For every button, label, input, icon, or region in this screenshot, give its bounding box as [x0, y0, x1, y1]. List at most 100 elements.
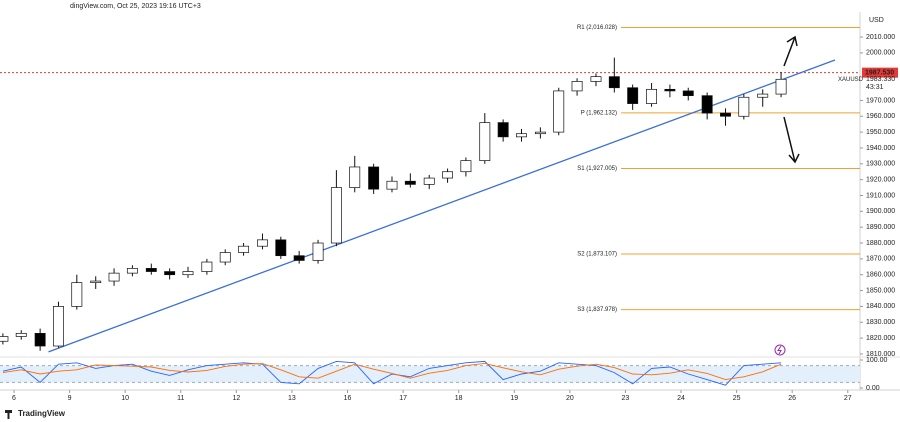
y-tick-label: 1950.000 [866, 129, 895, 136]
arrow-down-head [788, 153, 800, 164]
candle-body [164, 271, 176, 276]
candle-body [238, 245, 250, 253]
y-tick-label: 1910.000 [866, 192, 895, 199]
y-tick-label: 2000.000 [866, 50, 895, 57]
x-tick-label: 25 [733, 395, 741, 402]
candle-body [368, 166, 380, 190]
y-tick-label: 1960.000 [866, 113, 895, 120]
candle-body [646, 88, 658, 104]
candle-body [590, 76, 602, 82]
candle-body [90, 280, 102, 283]
x-tick-label: 18 [455, 395, 463, 402]
y-tick-label: 2010.000 [866, 34, 895, 41]
y-tick-label: 1890.000 [866, 224, 895, 231]
alert-price-box [862, 67, 898, 78]
alert-price-label: 1987.530 [865, 69, 894, 76]
y-tick-label: 1840.000 [866, 303, 895, 310]
candle-body [15, 332, 27, 337]
arrows [783, 35, 800, 164]
candle-body [257, 239, 268, 247]
y-tick-label: 1870.000 [866, 256, 895, 263]
arrow-up-head [786, 35, 798, 47]
event-icon[interactable] [774, 344, 786, 356]
candle-body [145, 268, 157, 272]
candle-body [571, 81, 583, 92]
header: dingView.com, Oct 25, 2023 19:16 UTC+3 [70, 3, 201, 10]
x-tick-label: 27 [844, 395, 852, 402]
candle-body [182, 271, 194, 276]
x-tick-label: 24 [677, 395, 685, 402]
x-tick-label: 10 [121, 395, 129, 402]
candle-body [349, 166, 361, 188]
candle-body [423, 177, 435, 185]
candle-body [775, 78, 787, 95]
arrow-up [783, 36, 796, 67]
y-tick-label: 1970.000 [866, 97, 895, 104]
last-price-label: 1983.330 [866, 76, 895, 83]
candle-body [312, 242, 324, 261]
x-tick-label: 12 [232, 395, 240, 402]
y-tick-label: 1940.000 [866, 145, 895, 152]
candle-body [479, 122, 491, 161]
candle-body [201, 261, 213, 272]
candle-body [608, 76, 620, 89]
candle-body [497, 122, 509, 138]
candle-body [34, 332, 46, 347]
x-tick-label: 23 [622, 395, 630, 402]
x-tick-label: 13 [288, 395, 296, 402]
osc-tick-label: 100.00 [866, 357, 888, 364]
candle-body [126, 268, 138, 274]
candle-body [720, 112, 731, 117]
candle-body [516, 133, 527, 138]
candle-body [460, 160, 472, 173]
candle-body [534, 131, 546, 135]
x-tick-label: 17 [399, 395, 407, 402]
osc-tick-label: 0.00 [866, 385, 880, 392]
x-tick-label: 19 [510, 395, 518, 402]
candle-body [757, 93, 769, 98]
x-tick-label: 11 [177, 395, 184, 402]
pivot-label: P (1,962.132) [581, 110, 617, 116]
candle-body [442, 171, 454, 179]
pivot-label: R1 (2,016.028) [577, 25, 617, 31]
x-tick-label: 9 [68, 395, 72, 402]
x-tick-label: 16 [344, 395, 352, 402]
candle-body [53, 306, 64, 347]
y-tick-label: 1830.000 [866, 319, 895, 326]
oscillator-line [2, 362, 782, 381]
pivot-label: S1 (1,927.005) [577, 166, 617, 172]
candle-body [553, 90, 565, 133]
y-tick-label: 1880.000 [866, 240, 895, 247]
pivot-label: S3 (1,837.978) [577, 307, 617, 313]
candle-body [330, 187, 342, 244]
y-tick-label: 1860.000 [866, 272, 895, 279]
candle-body [682, 90, 694, 97]
x-tick-label: 6 [12, 395, 16, 402]
candle-body [71, 282, 83, 307]
candle-body [664, 88, 676, 92]
candle-body [404, 180, 416, 185]
candle-body [738, 96, 750, 117]
brand: TradingView [18, 409, 66, 418]
countdown: 43:31 [866, 84, 884, 91]
candle-body [219, 252, 231, 263]
candle-body [627, 87, 639, 104]
y-tick-label: 1900.000 [866, 208, 895, 215]
candle-body [275, 239, 287, 257]
candle-body [701, 95, 713, 114]
y-tick-label: 1820.000 [866, 335, 895, 342]
oscillator-band [0, 365, 860, 383]
candle-body [108, 272, 120, 282]
pivot-label: S2 (1,873.107) [577, 252, 617, 258]
event-icon-bolt [777, 345, 782, 355]
y-tick-label: 1930.000 [866, 161, 895, 168]
arrow-down [783, 116, 796, 163]
brand-logo [5, 410, 12, 419]
y-tick-label: 1920.000 [866, 176, 895, 183]
x-tick-label: 20 [566, 395, 574, 402]
x-tick-label: 26 [788, 395, 796, 402]
symbol-label: XAUUSD [838, 77, 864, 83]
y-tick-label: 1850.000 [866, 287, 895, 294]
